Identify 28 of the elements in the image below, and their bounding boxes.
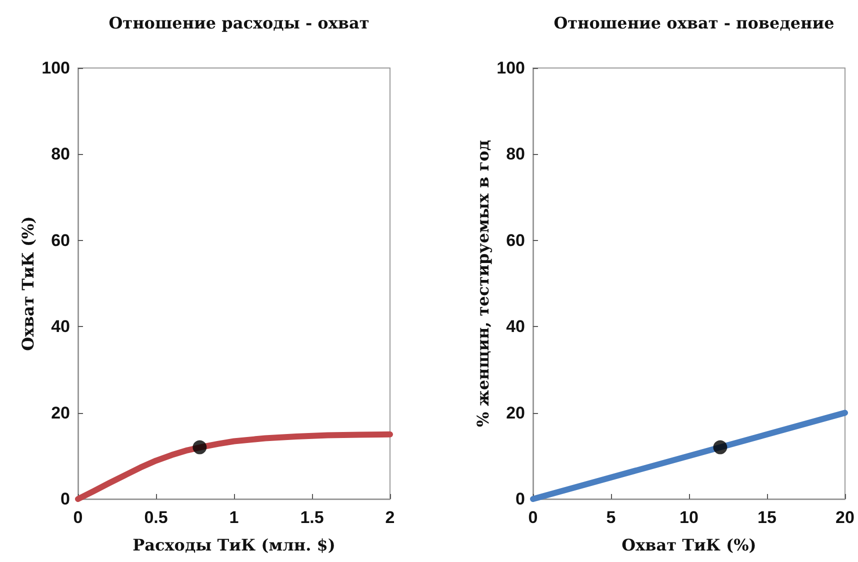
y-tick-label: 80 <box>51 144 70 164</box>
y-tick-label: 20 <box>51 403 70 422</box>
chart-title: Отношение расходы - охват <box>108 14 370 32</box>
x-tick-label: 2 <box>385 508 395 527</box>
y-tick-label: 60 <box>51 230 70 250</box>
y-tick-label: 100 <box>496 58 525 78</box>
x-tick-label: 5 <box>606 508 616 527</box>
y-tick-label: 40 <box>51 317 70 336</box>
x-tick-label: 20 <box>836 508 854 527</box>
y-axis-title: % женщин, тестируемых в год <box>474 140 492 427</box>
y-tick-label: 60 <box>506 230 525 250</box>
x-tick-label: 0.5 <box>144 508 168 527</box>
y-tick-label: 80 <box>506 144 525 164</box>
x-axis-title: Расходы ТиК (млн. $) <box>132 536 336 554</box>
x-tick-label: 1 <box>229 508 239 527</box>
y-tick-label: 0 <box>60 490 70 508</box>
y-axis-title: Охват ТиК (%) <box>18 216 38 351</box>
y-tick-label: 100 <box>42 58 70 78</box>
x-tick-label: 1.5 <box>300 508 324 527</box>
chart-title: Отношение охват - поведение <box>554 14 834 32</box>
x-tick-label: 10 <box>680 508 698 527</box>
x-tick-label: 15 <box>758 508 776 527</box>
y-tick-label: 40 <box>506 317 525 336</box>
x-axis-title: Охват ТиК (%) <box>622 536 756 554</box>
x-tick-label: 0 <box>73 508 83 527</box>
y-tick-label: 0 <box>516 490 525 508</box>
x-tick-label: 0 <box>528 508 538 527</box>
y-tick-label: 20 <box>506 403 525 422</box>
